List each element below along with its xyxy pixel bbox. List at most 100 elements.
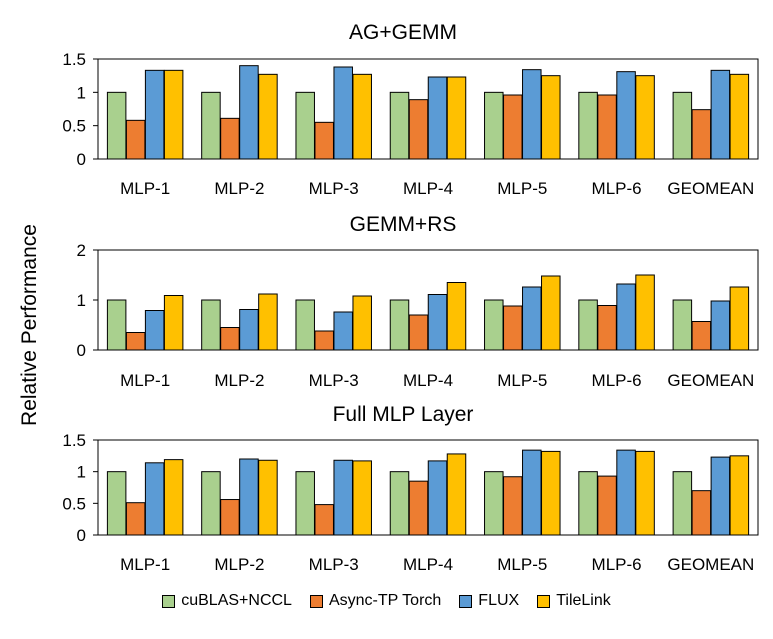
panel-2-bar: [220, 327, 240, 351]
panel-1-bar: [578, 91, 598, 160]
panel-1-ytick-label: 0.5: [62, 117, 86, 136]
panel-2-bar: [333, 311, 353, 351]
panel-3-bar: [729, 455, 750, 536]
panel-1-bar: [446, 76, 467, 160]
panel-2-bar: [541, 275, 561, 351]
panel-3-ytick-label: 0: [77, 526, 86, 545]
panel-2-category-label: MLP-6: [592, 371, 642, 390]
panel-1-ytick-label: 0: [77, 150, 86, 169]
panel-1-bar: [522, 69, 542, 160]
panel-2-bar: [125, 332, 146, 351]
panel-2-ytick-label: 1: [77, 291, 86, 310]
panel-2-bar: [427, 294, 448, 351]
panel-3-bar: [352, 460, 372, 536]
panel-3-bar: [691, 490, 712, 536]
panel-1-bar: [333, 66, 353, 160]
panel-2-bar: [672, 299, 693, 351]
legend-swatch-cublas-nccl: [162, 594, 176, 608]
panel-1-bar: [635, 75, 655, 160]
panel-1-bar: [295, 91, 315, 160]
panel-1-title: AG+GEMM: [349, 21, 457, 44]
panel-3-bar: [446, 453, 467, 536]
panel-2-bar: [503, 305, 523, 351]
panel-1-bar: [239, 65, 259, 160]
panel-3-category-label: MLP-1: [120, 555, 170, 574]
panel-1-bar: [672, 91, 693, 160]
legend-swatch-async-tp-torch: [309, 594, 323, 608]
panel-1-ytick-label: 1: [77, 83, 86, 102]
panel-3-category-label: MLP-3: [309, 555, 359, 574]
panel-2-bar: [201, 299, 221, 351]
panel-2-bar: [635, 274, 655, 351]
panel-3-bar: [427, 460, 448, 536]
panel-3-bar: [220, 499, 240, 536]
legend-swatch-flux: [459, 594, 473, 608]
panel-1-category-label: MLP-2: [214, 179, 264, 198]
panel-3-bar: [201, 471, 221, 536]
panel-1-bar: [484, 91, 504, 160]
panel-3-bar: [314, 504, 334, 536]
panel-3-ytick-label: 0.5: [62, 494, 86, 513]
panel-1-category-label: MLP-3: [309, 179, 359, 198]
panel-2-bar: [578, 299, 598, 351]
panel-1-category-label: MLP-1: [120, 179, 170, 198]
panel-1-bar: [201, 91, 221, 160]
panel-1-bar: [691, 109, 712, 160]
panel-2-bar: [484, 299, 504, 351]
panel-1-bar: [163, 69, 184, 160]
panel-2-bar: [106, 299, 127, 351]
panel-1-bar: [616, 71, 636, 160]
panel-1-category-label: MLP-5: [497, 179, 547, 198]
panel-2-title: GEMM+RS: [350, 213, 457, 236]
panel-2-bar: [314, 330, 334, 351]
panel-2-category-label: MLP-3: [309, 371, 359, 390]
panel-1-bar: [541, 75, 561, 160]
panel-2-bar: [691, 321, 712, 351]
panel-2-category-label: GEOMEAN: [667, 371, 754, 390]
panel-3-bar: [597, 475, 617, 536]
legend-label-async-tp-torch: Async-TP Torch: [328, 592, 442, 609]
panel-2-category-label: MLP-4: [403, 371, 453, 390]
panel-1-bar: [408, 99, 429, 160]
panel-3-bar: [672, 471, 693, 536]
legend-item-cublas-nccl: cuBLAS+NCCL: [162, 592, 292, 610]
panel-2-bar: [144, 310, 165, 351]
panel-2-ytick-label: 2: [77, 241, 86, 260]
panel-3-bar: [106, 471, 127, 536]
panel-1-bar: [389, 91, 410, 160]
panel-1-bar: [220, 117, 240, 160]
panel-3-bar: [541, 450, 561, 536]
panel-1-ytick-label: 1.5: [62, 50, 86, 69]
panel-1-category-label: MLP-4: [403, 179, 453, 198]
panel-2-bar: [163, 295, 184, 351]
panel-3-bar: [239, 458, 259, 536]
panel-3-bar: [484, 471, 504, 536]
panel-3-bar: [389, 471, 410, 536]
panel-1-bar: [427, 76, 448, 160]
panel-2-bar: [239, 309, 259, 351]
panel-3-bar: [635, 450, 655, 536]
panel-1-bar: [106, 91, 127, 160]
panel-3-bar: [295, 471, 315, 536]
panel-3-bar: [125, 502, 146, 536]
panel-1-bar: [597, 94, 617, 160]
panel-1-category-label: MLP-6: [592, 179, 642, 198]
panel-2-bar: [446, 282, 467, 351]
panel-3-bar: [522, 449, 542, 536]
panel-1-bar: [729, 73, 750, 160]
panel-2-category-label: MLP-2: [214, 371, 264, 390]
panel-3-bar: [616, 449, 636, 536]
panel-3-title: Full MLP Layer: [333, 403, 474, 426]
panel-1-bar: [144, 69, 165, 160]
panel-2-bar: [258, 293, 278, 351]
panel-3-bar: [503, 476, 523, 536]
panel-3-bar: [144, 462, 165, 536]
panel-1-bar: [125, 119, 146, 160]
panel-3-bar: [408, 480, 429, 536]
panel-1-bar: [710, 69, 731, 160]
legend-item-tilelink: TileLink: [537, 592, 611, 610]
legend: cuBLAS+NCCL Async-TP Torch FLUX TileLink: [0, 586, 773, 616]
panel-2-bar: [597, 305, 617, 351]
panel-3-category-label: MLP-4: [403, 555, 453, 574]
